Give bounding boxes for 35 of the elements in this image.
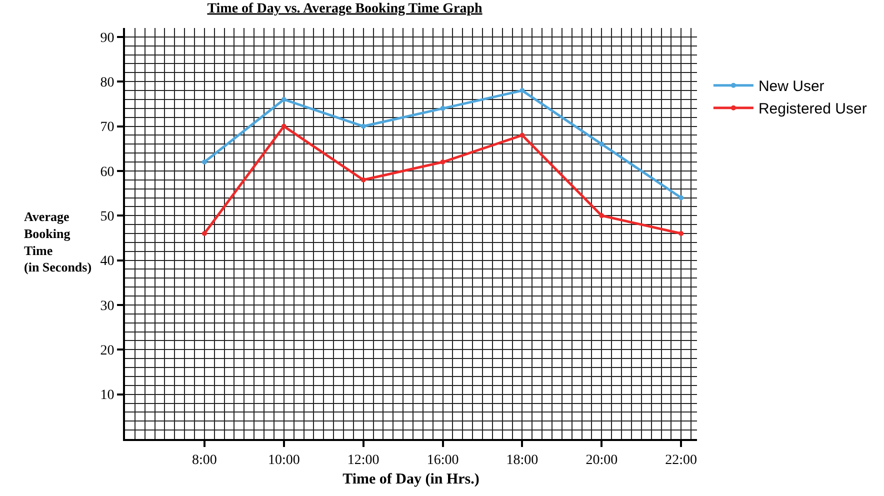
y-tick-label: 30 bbox=[100, 298, 114, 314]
point bbox=[678, 231, 684, 236]
y-tick-label: 90 bbox=[100, 30, 114, 46]
point bbox=[360, 124, 366, 129]
x-tick-label: 20:00 bbox=[586, 452, 618, 468]
x-tick-label: 18:00 bbox=[506, 452, 538, 468]
legend-label: New User bbox=[758, 78, 824, 96]
chart-title: Time of Day vs. Average Booking Time Graph bbox=[207, 1, 483, 16]
legend-label: Registered User bbox=[758, 100, 867, 118]
point bbox=[202, 231, 207, 236]
y-tick-label: 60 bbox=[100, 164, 114, 180]
x-tick-label: 12:00 bbox=[347, 452, 380, 468]
x-tick-label: 16:00 bbox=[426, 452, 459, 468]
point bbox=[520, 132, 525, 138]
point bbox=[520, 88, 525, 94]
y-tick-label: 70 bbox=[100, 120, 114, 136]
point bbox=[281, 96, 286, 102]
point bbox=[599, 142, 604, 147]
x-tick-label: 22:00 bbox=[665, 452, 698, 468]
point bbox=[678, 195, 684, 200]
x-tick-label: 10:00 bbox=[268, 452, 300, 468]
y-tick-label: 10 bbox=[100, 388, 114, 404]
y-axis-title: Average Booking Time (in Seconds) bbox=[24, 209, 92, 275]
y-tick-label: 20 bbox=[100, 344, 114, 359]
point bbox=[599, 213, 604, 218]
point bbox=[281, 124, 286, 129]
point bbox=[360, 177, 366, 182]
y-tick-label: 80 bbox=[100, 76, 114, 91]
y-tick-label: 50 bbox=[100, 210, 114, 225]
y-tick-label: 40 bbox=[100, 254, 114, 270]
x-tick-label: 8:00 bbox=[192, 452, 217, 468]
point bbox=[202, 160, 207, 165]
x-axis-title: Time of Day (in Hrs.) bbox=[342, 471, 480, 488]
point bbox=[440, 106, 446, 111]
point bbox=[440, 160, 446, 165]
